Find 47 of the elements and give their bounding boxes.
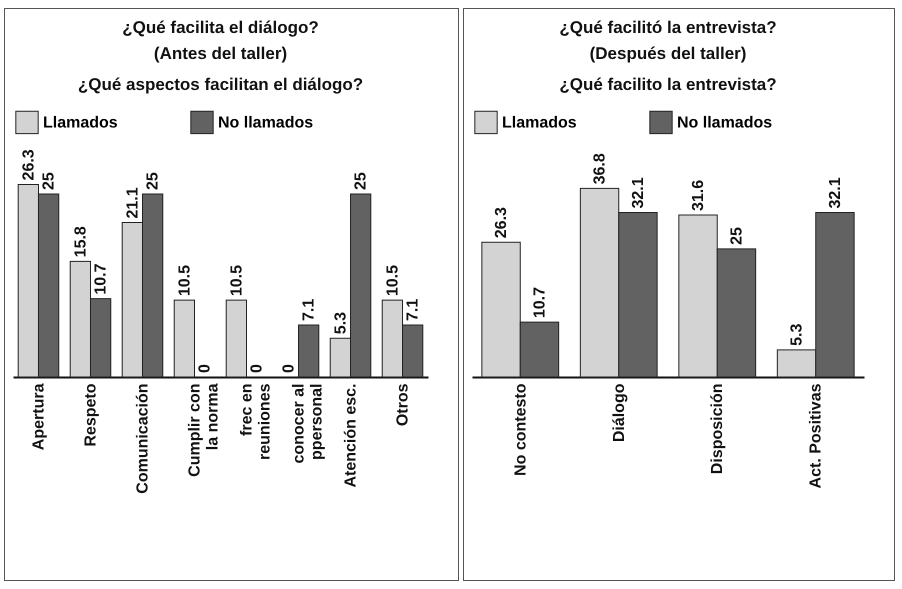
data-label: 7.1 <box>300 298 318 322</box>
x-tick-label: Apertura <box>30 383 48 450</box>
legend-label: No llamados <box>677 114 772 132</box>
text: ¿Qué facilito la entrevista? <box>559 75 777 94</box>
chart-subtitle: (Antes del taller) <box>154 44 288 63</box>
data-label: 5.3 <box>788 323 806 346</box>
x-tick-label: No contesto <box>512 383 530 476</box>
data-label: 10.7 <box>92 263 110 295</box>
data-label: 25 <box>728 226 746 245</box>
bar <box>174 300 195 378</box>
chart-title: ¿Qué facilitó la entrevista? <box>559 18 777 37</box>
data-label: 32.1 <box>826 177 844 208</box>
bar <box>298 324 320 378</box>
data-label: 31.6 <box>690 180 708 212</box>
x-tick-label: Atención esc. <box>342 384 360 488</box>
data-label: 10.7 <box>531 286 548 318</box>
bar <box>226 300 248 378</box>
x-tick-label: Otros <box>394 383 412 426</box>
data-label: 5.3 <box>332 312 350 334</box>
chart-title: ¿Qué facilita el diálogo? <box>122 18 319 37</box>
data-label: 21.1 <box>124 187 142 219</box>
chart-subtitle: (Después del taller) <box>590 44 746 63</box>
x-tick-label: Act. Positivas <box>808 383 825 488</box>
data-label: 10.5 <box>176 264 194 296</box>
data-label: 25 <box>352 172 370 190</box>
x-tick-label: Cumplir con la norma <box>186 383 222 477</box>
data-label: 26.3 <box>20 149 38 180</box>
legend-label: No llamados <box>218 114 314 132</box>
x-tick-label: Diálogo <box>610 383 628 442</box>
data-label: 26.3 <box>493 206 510 238</box>
text: ¿Qué aspectos facilitan el diálogo? <box>78 75 364 94</box>
data-label: 25 <box>40 172 58 190</box>
x-tick-label: Respeto <box>82 383 100 447</box>
data-label: 36.8 <box>592 153 609 184</box>
data-label: 0 <box>196 364 214 373</box>
data-label: 25 <box>144 172 162 190</box>
data-label: 0 <box>280 364 298 373</box>
legend-label: Llamados <box>43 114 118 132</box>
x-tick-label: Comunicación <box>134 384 152 494</box>
x-tick-label: Disposición <box>709 384 726 474</box>
data-label: 32.1 <box>630 177 647 208</box>
data-label: 0 <box>248 364 266 373</box>
legend-label: Llamados <box>502 114 577 132</box>
data-label: 10.5 <box>228 264 246 296</box>
data-label: 10.5 <box>384 264 402 296</box>
data-label: 15.8 <box>72 226 90 258</box>
data-label: 7.1 <box>404 298 422 322</box>
